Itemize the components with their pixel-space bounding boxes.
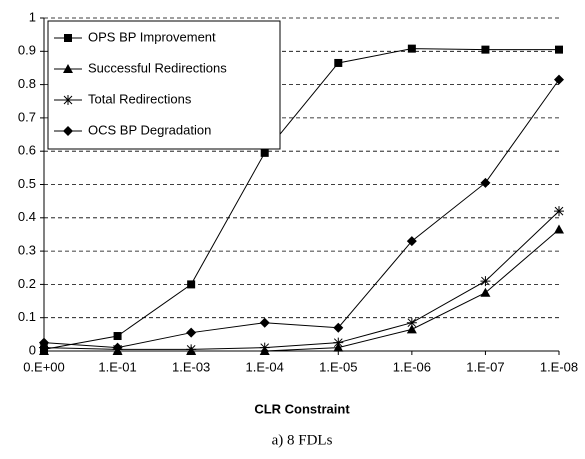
marker (333, 322, 344, 333)
marker (406, 317, 417, 328)
y-tick-label: 0.9 (18, 43, 36, 58)
series-line (44, 229, 560, 352)
x-tick-label: 1.E-08 (540, 359, 578, 374)
marker (407, 44, 416, 53)
y-tick-label: 0.7 (18, 109, 36, 124)
x-tick-label: 0.E+00 (23, 359, 65, 374)
marker (186, 327, 197, 338)
y-tick-label: 0.1 (18, 309, 36, 324)
legend-box (47, 20, 281, 150)
marker (39, 337, 49, 348)
marker (259, 317, 270, 328)
marker (480, 177, 491, 188)
marker (187, 280, 196, 289)
marker (554, 206, 564, 217)
y-tick-label: 0.8 (18, 76, 36, 91)
marker (113, 332, 122, 341)
marker (481, 45, 490, 54)
y-tick-label: 0.5 (18, 176, 36, 191)
marker (480, 276, 491, 287)
y-tick-label: 0.3 (18, 243, 36, 258)
y-tick-label: 0.6 (18, 143, 36, 158)
x-axis-title: CLR Constraint (254, 401, 350, 416)
legend-marker (63, 64, 73, 73)
marker (259, 342, 270, 353)
marker (480, 287, 491, 297)
y-tick-label: 0.2 (18, 276, 36, 291)
series-line (43, 210, 560, 350)
legend-label: Total Redirections (88, 91, 192, 106)
marker (554, 224, 564, 234)
y-tick-label: 0 (29, 342, 36, 357)
y-tick-label: 1 (29, 9, 36, 24)
series-line (43, 79, 560, 349)
marker (406, 236, 417, 247)
legend-label: OCS BP Degradation (88, 122, 211, 137)
marker (555, 45, 563, 54)
y-tick-label: 0.4 (18, 209, 36, 224)
legend-label: OPS BP Improvement (88, 29, 216, 44)
marker (554, 74, 564, 85)
marker (406, 324, 417, 334)
x-tick-label: 1.E-07 (466, 359, 504, 374)
legend-marker (63, 126, 73, 136)
legend-marker (64, 34, 72, 42)
caption: a) 8 FDLs (272, 432, 333, 448)
marker (333, 337, 344, 348)
legend-marker (63, 95, 73, 105)
x-tick-label: 1.E-04 (246, 359, 284, 374)
marker (112, 342, 123, 353)
marker (186, 344, 197, 355)
x-tick-label: 1.E-01 (98, 359, 136, 374)
marker (260, 148, 269, 157)
series-line (43, 48, 559, 350)
marker (334, 58, 343, 67)
legend-label: Successful Redirections (88, 60, 227, 75)
x-tick-label: 1.E-03 (172, 359, 210, 374)
x-tick-label: 1.E-05 (319, 359, 357, 374)
x-tick-label: 1.E-06 (393, 359, 431, 374)
